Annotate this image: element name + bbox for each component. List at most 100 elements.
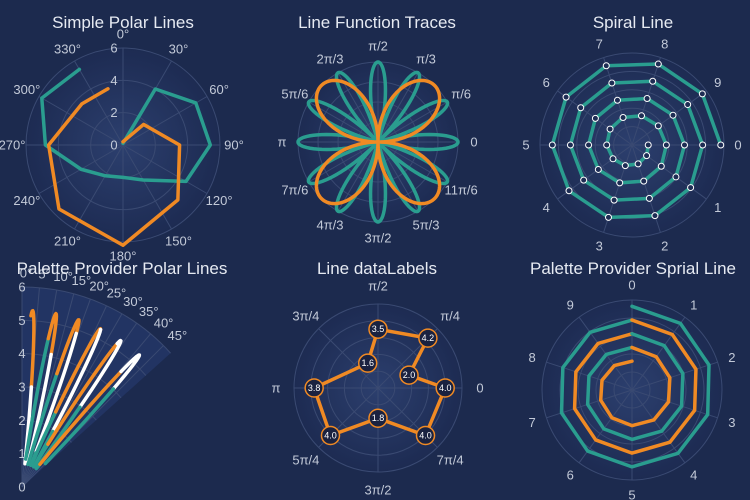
tick-label: 5π/3 <box>412 218 439 233</box>
series-line <box>312 327 447 438</box>
grid-spoke <box>74 144 124 230</box>
tick-label: 45° <box>167 328 187 343</box>
series-marker <box>687 184 695 192</box>
series-marker <box>651 212 659 220</box>
series-line <box>55 318 81 376</box>
series-marker <box>608 79 616 87</box>
tick-label: 6 <box>567 467 574 482</box>
data-label-marker <box>435 378 455 398</box>
tick-label: 9 <box>714 75 721 90</box>
series-marker <box>669 111 677 119</box>
series-marker <box>591 114 599 122</box>
tick-label: 0 <box>628 278 635 293</box>
chart-title: Line dataLabels <box>317 259 437 278</box>
grid-spoke <box>631 389 686 464</box>
series-line <box>33 331 79 455</box>
grid-spoke <box>631 90 707 146</box>
data-label: 2.0 <box>403 370 416 380</box>
tick-label: 5 <box>628 488 635 500</box>
series-marker <box>604 213 612 221</box>
tick-label: 90° <box>224 138 244 153</box>
series-line <box>38 369 123 467</box>
series-marker <box>548 141 556 149</box>
data-label: 3.8 <box>308 383 321 393</box>
series-line <box>24 336 51 461</box>
series-marker <box>643 95 651 103</box>
tick-label: 4π/3 <box>316 218 343 233</box>
panel-palette-provider-polar-lines: 0° 5° 10°15°20°25°30°35°40°45° 0 1 2 3 4 5 6 <box>18 266 187 495</box>
grid-spoke <box>122 96 208 146</box>
data-label: 1.8 <box>372 413 385 423</box>
series-line <box>46 341 119 446</box>
tick-label: 2 <box>728 350 735 365</box>
series-marker <box>645 194 653 202</box>
tick-label: 7 <box>596 37 603 52</box>
series-marker <box>602 62 610 70</box>
tick-label: 1 <box>18 446 25 461</box>
series-marker <box>644 141 652 149</box>
tick-label: 4 <box>110 73 117 88</box>
tick-label: 0 <box>734 138 741 153</box>
panel-line-function-traces: 0 π/6 π/3 π/2 2π/3 5π/6 π 7π/6 4π/3 3π/2 5π/3 11π/6 <box>278 39 478 246</box>
series-marker <box>580 176 588 184</box>
series-marker <box>616 179 624 187</box>
grid-spoke <box>122 144 172 230</box>
series-marker <box>643 152 651 160</box>
tick-label: 8 <box>661 37 668 52</box>
series-marker <box>662 141 670 149</box>
data-label-marker <box>418 328 438 348</box>
series-marker <box>609 155 617 163</box>
series-line <box>572 318 698 455</box>
tick-label: 5 <box>18 313 25 328</box>
series-marker <box>565 187 573 195</box>
chart-title: Spiral Line <box>593 13 673 32</box>
series-marker <box>566 141 574 149</box>
series-marker <box>698 90 706 98</box>
series-marker <box>699 141 707 149</box>
series-line <box>296 60 460 224</box>
data-label: 1.6 <box>361 358 374 368</box>
tick-label: 0 <box>110 138 117 153</box>
tick-label: 0° <box>20 266 32 281</box>
series-marker <box>657 162 665 170</box>
tick-label: 2π/3 <box>316 51 343 66</box>
series-line <box>46 311 59 357</box>
series-marker <box>621 162 629 170</box>
tick-label: 30° <box>123 294 143 309</box>
panel-simple-polar-lines: 0° 30° 60° 90° 120° 150° 180° 210° 240° 270° 300° 3… <box>0 27 244 264</box>
tick-label: 6 <box>18 280 25 295</box>
data-label-marker <box>368 319 388 339</box>
tick-label: 60° <box>209 82 229 97</box>
series-marker <box>603 141 611 149</box>
panel-spiral-line: 0 1 2 3 4 5 6 7 8 9 <box>522 37 741 254</box>
series-marker <box>634 160 642 168</box>
tick-label: π <box>278 135 287 150</box>
data-label-marker <box>399 365 419 385</box>
tick-label: 2 <box>18 413 25 428</box>
tick-label: π/3 <box>416 51 436 66</box>
series-marker <box>684 101 692 109</box>
data-label: 4.0 <box>439 383 452 393</box>
data-label-marker <box>320 425 341 446</box>
tick-label: 5° <box>38 266 50 281</box>
series-line <box>40 67 213 184</box>
tick-label: 0° <box>117 27 129 42</box>
series-marker <box>585 141 593 149</box>
tick-label: 15° <box>72 273 92 288</box>
grid-spoke <box>122 144 208 194</box>
tick-label: 0 <box>470 135 477 150</box>
tick-label: 3 <box>596 238 603 253</box>
tick-label: 2 <box>110 105 117 120</box>
tick-label: 330° <box>54 41 81 56</box>
grid-spoke <box>38 96 124 146</box>
tick-label: 120° <box>206 193 233 208</box>
series-line <box>598 345 672 428</box>
data-label-marker <box>415 425 436 446</box>
tick-label: 7π/6 <box>281 183 308 198</box>
grid-spoke <box>74 60 124 146</box>
tick-label: 7π/4 <box>437 453 464 468</box>
tick-label: 3 <box>728 415 735 430</box>
tick-label: π/4 <box>440 308 460 323</box>
tick-label: 5 <box>522 138 529 153</box>
tick-label: π/6 <box>451 87 471 102</box>
